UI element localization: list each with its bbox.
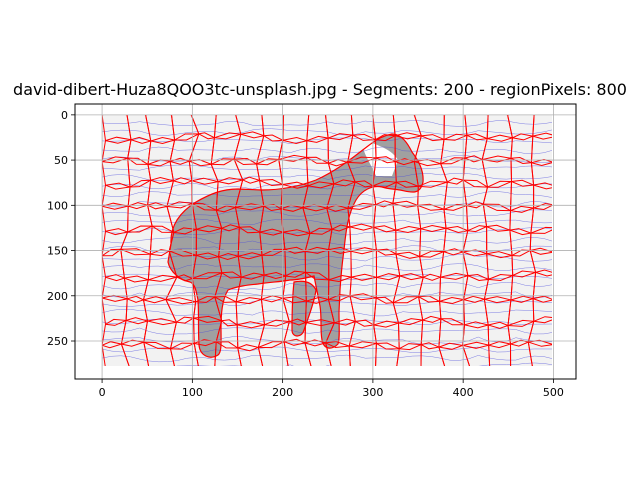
plot-area: 0 100 200 300 400 500 0 50 100 150 200 250: [47, 103, 577, 399]
segment-cell: [214, 341, 242, 366]
segment-cell: [257, 341, 289, 366]
y-axis: 0 50 100 150 200 250: [47, 109, 75, 348]
segment-cell: [396, 343, 422, 366]
segment-cell: [348, 341, 377, 366]
segment-cell: [120, 339, 150, 366]
segment-cell: [509, 339, 533, 366]
axes-frame: [74, 103, 577, 380]
x-tick-label: 500: [543, 386, 564, 399]
segment-cell: [488, 341, 512, 366]
segment-cell: [375, 342, 400, 366]
segment-cell: [420, 342, 446, 366]
x-axis: 0 100 200 300 400 500: [99, 379, 564, 399]
segment-cell: [143, 341, 175, 366]
segment-cell: [325, 340, 351, 366]
segment-cell: [169, 342, 199, 366]
chart-title: david-dibert-Huza8QOO3tc-unsplash.jpg - …: [13, 80, 627, 99]
x-tick-label: 200: [272, 386, 293, 399]
segment-cell: [102, 341, 130, 366]
segmented-image: [102, 115, 552, 366]
animal-outline: [167, 133, 424, 358]
segment-cell: [237, 344, 264, 366]
x-tick-label: 100: [182, 386, 203, 399]
grid-lines: [75, 104, 576, 379]
segment-cell: [304, 339, 332, 366]
y-tick-label: 200: [47, 290, 68, 303]
y-tick-label: 250: [47, 335, 68, 348]
segment-cell: [438, 342, 471, 366]
y-tick-label: 50: [54, 154, 68, 167]
segment-cell: [462, 341, 491, 366]
segment-cell: [527, 339, 552, 366]
segment-cell: [283, 338, 312, 366]
x-tick-label: 0: [99, 386, 106, 399]
segment-cell: [193, 339, 217, 366]
y-tick-label: 100: [47, 199, 68, 212]
x-tick-label: 400: [453, 386, 474, 399]
y-tick-label: 150: [47, 245, 68, 258]
y-tick-label: 0: [61, 109, 68, 122]
x-tick-label: 300: [362, 386, 383, 399]
